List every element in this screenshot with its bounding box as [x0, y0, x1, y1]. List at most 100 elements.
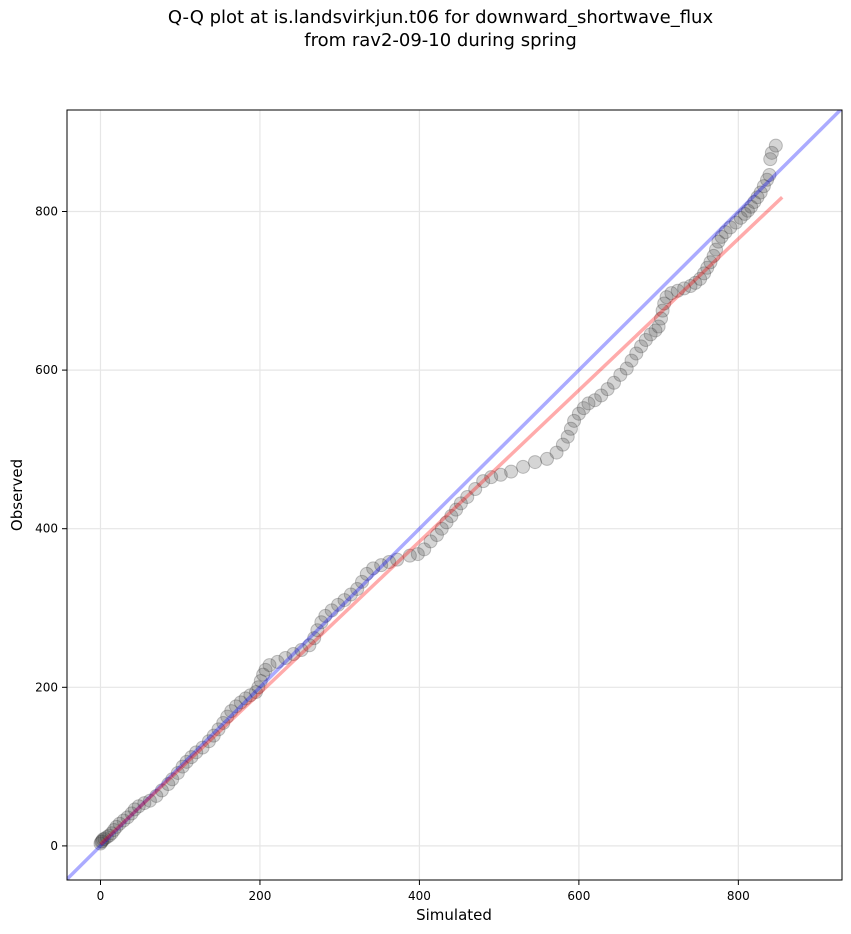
data-point — [131, 799, 146, 814]
data-point — [93, 836, 108, 851]
data-point — [189, 745, 204, 760]
data-point — [760, 172, 775, 187]
data-point — [493, 467, 508, 482]
data-point — [449, 502, 464, 517]
data-point — [149, 788, 164, 803]
x-axis-label: Simulated — [416, 906, 492, 924]
data-point — [184, 750, 199, 765]
data-point — [709, 242, 724, 257]
data-point — [654, 311, 669, 326]
data-point — [107, 823, 122, 838]
data-point — [307, 631, 322, 646]
data-point — [619, 361, 634, 376]
data-point — [116, 813, 131, 828]
data-point — [756, 179, 771, 194]
data-point — [161, 777, 176, 792]
data-point — [670, 283, 685, 298]
data-point — [137, 796, 152, 811]
data-point — [571, 406, 586, 421]
data-point — [253, 673, 268, 688]
data-point — [302, 638, 317, 653]
data-point — [587, 393, 602, 408]
data-point — [657, 296, 672, 311]
data-point — [484, 470, 499, 485]
data-point — [109, 819, 124, 834]
data-point — [764, 145, 779, 160]
reference-lines — [67, 110, 842, 880]
data-point — [753, 185, 768, 200]
data-point — [256, 667, 271, 682]
data-point — [429, 528, 444, 543]
data-point — [613, 367, 628, 382]
data-point — [324, 603, 339, 618]
data-point — [112, 816, 127, 831]
data-point — [655, 303, 670, 318]
data-point — [737, 206, 752, 221]
data-point — [468, 482, 483, 497]
data-point — [659, 290, 674, 305]
y-tick-label: 400 — [35, 522, 58, 536]
data-point — [170, 765, 185, 780]
data-point — [343, 587, 358, 602]
data-point — [563, 421, 578, 436]
data-point — [750, 190, 765, 205]
data-point — [693, 271, 708, 286]
y-axis-label: Observed — [8, 459, 26, 531]
data-point — [576, 401, 591, 416]
data-point — [102, 828, 117, 843]
data-point — [555, 437, 570, 452]
data-point — [175, 759, 190, 774]
plot-frame — [66, 109, 843, 881]
data-point — [248, 685, 263, 700]
chart-title: Q-Q plot at is.landsvirkjun.t06 for down… — [0, 6, 851, 52]
data-point — [711, 234, 726, 249]
data-point — [95, 832, 110, 847]
data-point — [233, 695, 248, 710]
x-tick-label: 400 — [408, 889, 431, 903]
data-point — [744, 199, 759, 214]
data-point — [700, 260, 715, 275]
data-point — [560, 429, 575, 444]
data-point — [714, 229, 729, 244]
data-point — [165, 772, 180, 787]
data-point — [634, 339, 649, 354]
data-point — [337, 593, 352, 608]
data-point — [688, 275, 703, 290]
data-point — [417, 542, 432, 557]
data-point — [606, 375, 621, 390]
data-point — [154, 783, 169, 798]
data-point — [453, 496, 468, 511]
data-point — [179, 754, 194, 769]
data-point — [504, 464, 519, 479]
data-point — [643, 327, 658, 342]
data-point — [723, 220, 738, 235]
data-point — [216, 715, 231, 730]
data-point — [733, 210, 748, 225]
data-point — [740, 203, 755, 218]
x-tick-label: 800 — [727, 889, 750, 903]
data-point — [706, 248, 721, 263]
data-point — [423, 534, 438, 549]
data-point — [600, 382, 615, 397]
data-point — [220, 709, 235, 724]
x-tick-label: 0 — [97, 889, 105, 903]
x-tick-label: 200 — [248, 889, 271, 903]
data-point — [243, 688, 258, 703]
data-point — [318, 608, 333, 623]
y-tick-label: 800 — [35, 205, 58, 219]
data-point — [201, 734, 216, 749]
chart-title-line-2: from rav2-09-10 during spring — [304, 30, 577, 51]
data-point — [99, 830, 114, 845]
data-point — [624, 353, 639, 368]
data-point — [195, 740, 210, 755]
data-point — [124, 806, 139, 821]
y-tick-label: 600 — [35, 363, 58, 377]
y-tick-label: 200 — [35, 680, 58, 694]
data-point — [718, 225, 733, 240]
data-point — [251, 680, 266, 695]
data-point — [439, 515, 454, 530]
data-point — [763, 152, 778, 167]
data-point — [350, 581, 365, 596]
data-point — [402, 548, 417, 563]
